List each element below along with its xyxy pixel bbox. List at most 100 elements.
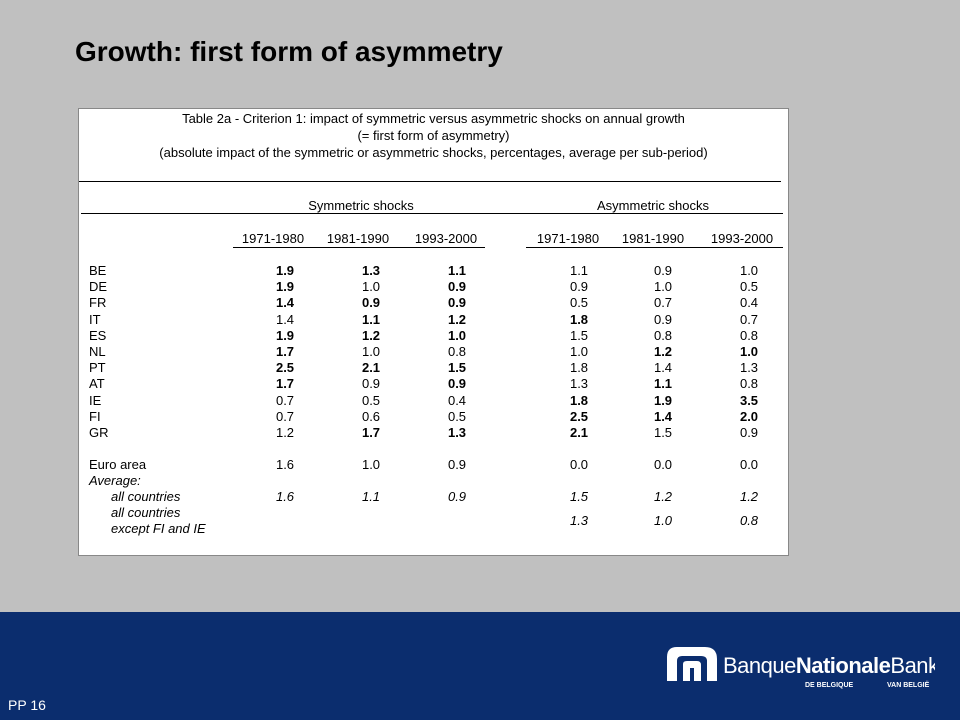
cell: 0.5 (739, 279, 759, 295)
cell: 0.9 (447, 295, 467, 311)
row-label: Euro area (89, 457, 147, 472)
cell: 0.9 (653, 311, 673, 327)
logo-text: BanqueNationaleBank (723, 653, 935, 678)
row-label: IE (89, 392, 102, 408)
cell: 2.1 (569, 425, 589, 440)
cell: 1.2 (275, 425, 295, 440)
row-label: DE (89, 279, 108, 295)
cell: 1.2 (361, 327, 381, 343)
cell: 0.5 (569, 295, 589, 311)
row-label: NL (89, 344, 106, 359)
row-label: Average: (89, 473, 141, 488)
cell: 0.9 (447, 279, 467, 295)
cell: 1.0 (361, 344, 381, 359)
cell: 1.2 (653, 489, 673, 504)
cell: 0.8 (447, 344, 467, 359)
rule (81, 213, 783, 214)
cell: 0.9 (447, 376, 467, 392)
cell: 0.7 (653, 295, 673, 311)
cell: 1.5 (569, 327, 589, 343)
cell: 1.0 (739, 263, 759, 278)
cell: 1.9 (275, 327, 295, 343)
cell: 2.0 (739, 408, 759, 424)
row-label: ES (89, 327, 107, 343)
cell: 0.6 (361, 408, 381, 424)
cell: 0.7 (275, 408, 295, 424)
cell: 1.0 (361, 457, 381, 472)
cell: 1.5 (653, 425, 673, 440)
logo-sub: DE BELGIQUE (805, 682, 854, 689)
cell: 0.0 (739, 457, 759, 472)
column-header: 1971-1980 (536, 231, 600, 246)
footer-band (0, 612, 960, 720)
caption: (= first form of asymmetry) (357, 128, 510, 143)
cell: 0.7 (739, 311, 759, 327)
cell: 0.9 (361, 295, 381, 311)
row-label: GR (89, 425, 109, 440)
page-number: PP 16 (8, 697, 46, 713)
cell: 1.9 (275, 279, 295, 295)
row-label: all countries (111, 505, 181, 520)
cell: 1.2 (739, 489, 759, 504)
cell: 1.4 (653, 360, 673, 376)
group-header: Asymmetric shocks (597, 198, 709, 213)
column-header: 1993-2000 (710, 231, 774, 246)
cell: 0.5 (447, 408, 467, 424)
cell: 0.8 (653, 327, 673, 343)
cell: 1.9 (653, 392, 673, 408)
cell: 1.5 (447, 360, 467, 376)
cell: 1.0 (653, 279, 673, 295)
cell: 1.1 (653, 376, 673, 392)
column-header: 1993-2000 (414, 231, 478, 246)
cell: 2.5 (275, 360, 295, 376)
cell: 0.5 (361, 392, 381, 408)
logo-graphic: BanqueNationaleBank DE BELGIQUE VAN BELG… (667, 647, 941, 689)
cell: 0.4 (447, 392, 467, 408)
cell: 1.0 (653, 513, 673, 528)
cell: 0.4 (739, 295, 759, 311)
cell: 1.2 (447, 311, 467, 327)
slide-title: Growth: first form of asymmetry (75, 36, 503, 67)
cell: 1.1 (447, 263, 467, 278)
cell: 1.0 (569, 344, 589, 359)
cell: 1.8 (569, 360, 589, 376)
row-label: PT (89, 360, 106, 376)
cell: 1.6 (275, 457, 295, 472)
cell: 1.1 (569, 263, 589, 278)
cell: 1.3 (447, 425, 467, 440)
cell: 1.7 (361, 425, 381, 440)
cell: 0.8 (739, 376, 759, 392)
cell: 2.5 (569, 408, 589, 424)
cell: 0.9 (653, 263, 673, 278)
row-label: AT (89, 376, 105, 392)
group-header: Symmetric shocks (308, 198, 414, 213)
cell: 0.0 (569, 457, 589, 472)
cell: 0.9 (739, 425, 759, 440)
cell: 0.9 (569, 279, 589, 295)
column-header: 1971-1980 (241, 231, 305, 246)
cell: 1.8 (569, 311, 589, 327)
row-label: FI (89, 408, 101, 424)
cell: 1.3 (569, 376, 589, 392)
cell: 1.6 (275, 489, 295, 504)
table: Table 2a - Criterion 1: impact of symmet… (78, 108, 789, 556)
row-label: BE (89, 263, 107, 278)
cell: 1.4 (275, 311, 295, 327)
cell: 0.8 (739, 513, 759, 528)
cell: 1.3 (361, 263, 381, 278)
cell: 0.0 (653, 457, 673, 472)
cell: 2.1 (361, 360, 381, 376)
cell: 1.2 (653, 344, 673, 359)
cell: 1.4 (275, 295, 295, 311)
cell: 1.5 (569, 489, 589, 504)
cell: 1.0 (447, 327, 467, 343)
rule (233, 247, 485, 248)
cell: 0.9 (447, 457, 467, 472)
row-label: FR (89, 295, 107, 311)
cell: 0.8 (739, 327, 759, 343)
logo-sub: VAN BELGIË (887, 681, 930, 689)
column-header: 1981-1990 (621, 231, 685, 246)
cell: 0.7 (275, 392, 295, 408)
cell: 1.1 (361, 311, 381, 327)
